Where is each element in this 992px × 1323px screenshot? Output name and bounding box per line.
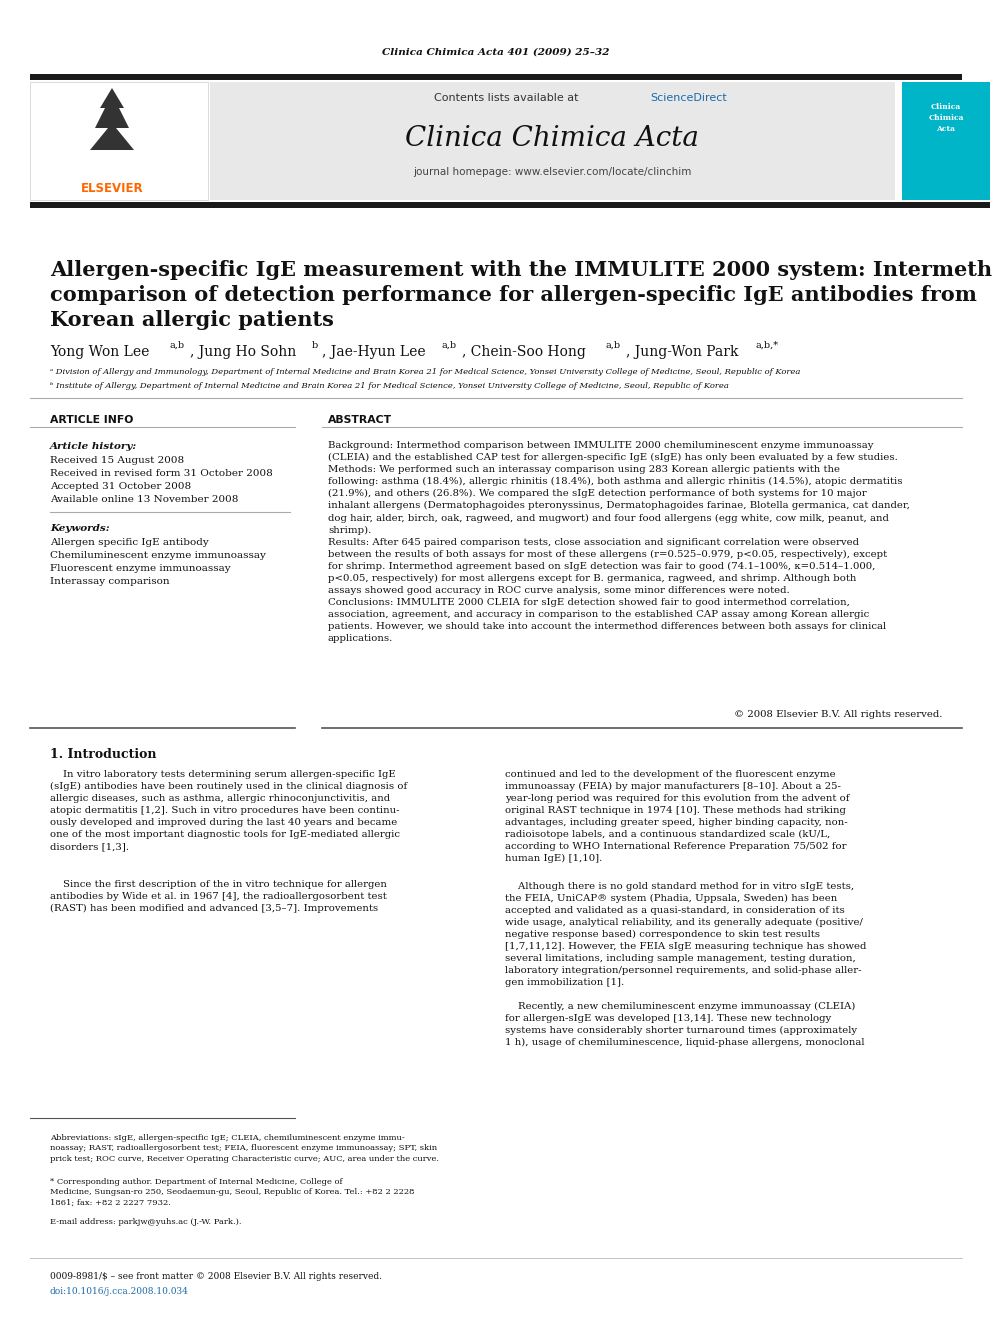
Text: ARTICLE INFO: ARTICLE INFO [50, 415, 133, 425]
Text: Contents lists available at: Contents lists available at [434, 93, 582, 103]
Text: a,b: a,b [442, 341, 457, 351]
Text: Abbreviations: sIgE, allergen-specific IgE; CLEIA, chemiluminescent enzyme immu-: Abbreviations: sIgE, allergen-specific I… [50, 1134, 439, 1163]
Text: Allergen-specific IgE measurement with the IMMULITE 2000 system: Intermethod: Allergen-specific IgE measurement with t… [50, 261, 992, 280]
Text: b: b [312, 341, 318, 351]
Text: , Jae-Hyun Lee: , Jae-Hyun Lee [322, 345, 430, 359]
Text: © 2008 Elsevier B.V. All rights reserved.: © 2008 Elsevier B.V. All rights reserved… [733, 710, 942, 718]
Text: 1. Introduction: 1. Introduction [50, 747, 157, 761]
Text: comparison of detection performance for allergen-specific IgE antibodies from: comparison of detection performance for … [50, 284, 977, 306]
Text: Clinica
Chimica
Acta: Clinica Chimica Acta [929, 103, 964, 134]
Text: Allergen specific IgE antibody: Allergen specific IgE antibody [50, 538, 208, 546]
Text: a,b: a,b [606, 341, 621, 351]
Text: In vitro laboratory tests determining serum allergen-specific IgE
(sIgE) antibod: In vitro laboratory tests determining se… [50, 770, 408, 851]
Text: a,b,*: a,b,* [756, 341, 779, 351]
Text: Article history:: Article history: [50, 442, 137, 451]
Text: Since the first description of the in vitro technique for allergen
antibodies by: Since the first description of the in vi… [50, 880, 387, 913]
Text: ᵃ Division of Allergy and Immunology, Department of Internal Medicine and Brain : ᵃ Division of Allergy and Immunology, De… [50, 368, 801, 376]
Text: a,b: a,b [170, 341, 186, 351]
Text: ScienceDirect: ScienceDirect [650, 93, 727, 103]
Text: Keywords:: Keywords: [50, 524, 110, 533]
Text: , Jung Ho Sohn: , Jung Ho Sohn [190, 345, 301, 359]
Text: Recently, a new chemiluminescent enzyme immunoassay (CLEIA)
for allergen-sIgE wa: Recently, a new chemiluminescent enzyme … [505, 1002, 864, 1048]
Text: E-mail address: parkjw@yuhs.ac (J.-W. Park.).: E-mail address: parkjw@yuhs.ac (J.-W. Pa… [50, 1218, 241, 1226]
Bar [30, 82, 208, 200]
Text: 0009-8981/$ – see front matter © 2008 Elsevier B.V. All rights reserved.: 0009-8981/$ – see front matter © 2008 El… [50, 1271, 382, 1281]
Text: Received in revised form 31 October 2008: Received in revised form 31 October 2008 [50, 468, 273, 478]
Text: Background: Intermethod comparison between IMMULITE 2000 chemiluminescent enzyme: Background: Intermethod comparison betwe… [328, 441, 910, 643]
Text: continued and led to the development of the fluorescent enzyme
immunoassay (FEIA: continued and led to the development of … [505, 770, 849, 863]
Text: Accepted 31 October 2008: Accepted 31 October 2008 [50, 482, 191, 491]
Bar [902, 82, 990, 200]
Text: ABSTRACT: ABSTRACT [328, 415, 392, 425]
Text: Although there is no gold standard method for in vitro sIgE tests,
the FEIA, Uni: Although there is no gold standard metho… [505, 882, 866, 987]
Text: ELSEVIER: ELSEVIER [80, 181, 143, 194]
Bar [30, 74, 962, 79]
Text: * Corresponding author. Department of Internal Medicine, College of
Medicine, Su: * Corresponding author. Department of In… [50, 1177, 415, 1207]
Text: doi:10.1016/j.cca.2008.10.034: doi:10.1016/j.cca.2008.10.034 [50, 1287, 188, 1297]
Text: Interassay comparison: Interassay comparison [50, 577, 170, 586]
Text: journal homepage: www.elsevier.com/locate/clinchim: journal homepage: www.elsevier.com/locat… [413, 167, 691, 177]
Text: Chemiluminescent enzyme immunoassay: Chemiluminescent enzyme immunoassay [50, 550, 266, 560]
Polygon shape [90, 89, 134, 149]
Text: Available online 13 November 2008: Available online 13 November 2008 [50, 495, 238, 504]
Text: , Jung-Won Park: , Jung-Won Park [626, 345, 743, 359]
Text: , Chein-Soo Hong: , Chein-Soo Hong [462, 345, 590, 359]
Text: Fluorescent enzyme immunoassay: Fluorescent enzyme immunoassay [50, 564, 230, 573]
Text: Clinica Chimica Acta 401 (2009) 25–32: Clinica Chimica Acta 401 (2009) 25–32 [382, 48, 610, 57]
Bar [30, 202, 990, 208]
Text: ᵇ Institute of Allergy, Department of Internal Medicine and Brain Korea 21 for M: ᵇ Institute of Allergy, Department of In… [50, 382, 729, 390]
Text: Clinica Chimica Acta: Clinica Chimica Acta [405, 124, 699, 152]
Bar [210, 82, 895, 200]
Text: Korean allergic patients: Korean allergic patients [50, 310, 334, 329]
Text: Received 15 August 2008: Received 15 August 2008 [50, 456, 185, 464]
Text: Yong Won Lee: Yong Won Lee [50, 345, 154, 359]
